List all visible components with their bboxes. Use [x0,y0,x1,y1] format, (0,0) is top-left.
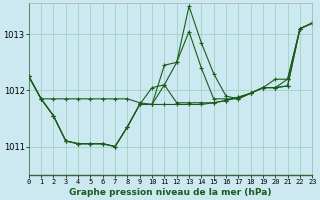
X-axis label: Graphe pression niveau de la mer (hPa): Graphe pression niveau de la mer (hPa) [69,188,272,197]
